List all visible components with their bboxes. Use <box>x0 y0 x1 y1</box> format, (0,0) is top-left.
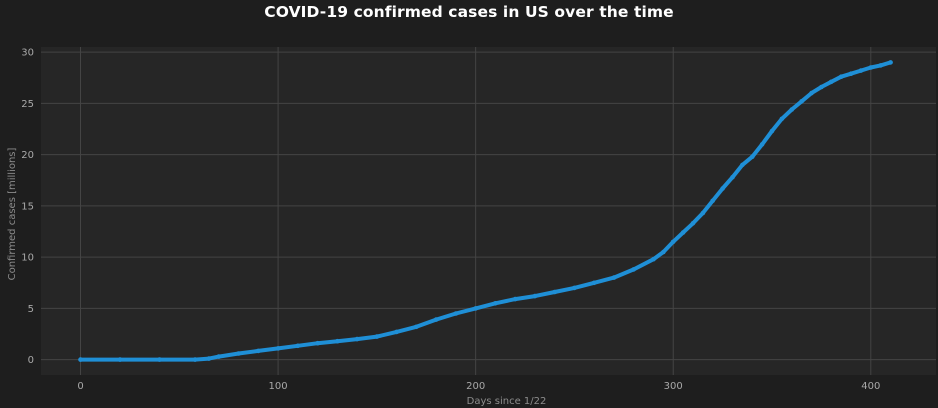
chart-title: COVID-19 confirmed cases in US over the … <box>264 3 674 21</box>
data-point <box>848 71 854 76</box>
grid-lines <box>41 47 936 375</box>
data-point <box>700 210 706 216</box>
data-point <box>473 306 479 311</box>
plot-area <box>41 47 936 375</box>
data-point <box>78 357 83 362</box>
y-tick-label: 30 <box>21 48 34 59</box>
data-point <box>809 90 814 96</box>
data-point <box>878 63 883 68</box>
data-point <box>769 128 775 134</box>
data-point <box>750 154 755 159</box>
data-point <box>819 84 824 90</box>
data-point <box>414 324 419 330</box>
x-tick-label: 0 <box>77 381 83 392</box>
y-tick-label: 10 <box>21 253 34 264</box>
data-point <box>394 329 399 335</box>
data-point <box>631 267 636 272</box>
data-point <box>216 354 222 359</box>
x-tick-label: 200 <box>466 381 485 392</box>
y-axis-label: Confirmed cases [millions] <box>7 148 18 281</box>
data-point <box>838 74 844 79</box>
data-point <box>192 357 198 362</box>
y-tick-label: 15 <box>21 201 34 212</box>
series-layer <box>78 60 893 362</box>
data-point <box>720 186 725 191</box>
data-point <box>572 285 577 291</box>
data-point <box>552 289 557 295</box>
data-point <box>591 280 597 286</box>
data-point <box>295 343 301 349</box>
data-point <box>710 198 715 204</box>
data-point <box>858 68 864 73</box>
data-point <box>680 230 686 235</box>
data-point <box>354 336 360 342</box>
data-point <box>335 338 340 344</box>
data-point <box>117 357 123 362</box>
y-tick-label: 0 <box>28 355 34 366</box>
y-tick-label: 5 <box>28 304 34 315</box>
data-point <box>740 162 745 168</box>
data-point <box>759 142 765 147</box>
data-point <box>799 99 804 104</box>
data-point <box>512 296 518 302</box>
data-point <box>789 107 795 112</box>
data-point <box>255 348 261 354</box>
data-point <box>453 311 459 316</box>
data-point <box>433 317 439 322</box>
data-point <box>236 351 241 356</box>
data-point <box>868 65 874 70</box>
data-point <box>611 275 617 280</box>
data-point <box>275 346 281 351</box>
data-point <box>670 239 676 245</box>
x-axis-label: Days since 1/22 <box>467 396 547 407</box>
data-point <box>493 301 498 306</box>
x-tick-label: 100 <box>269 381 288 392</box>
data-point <box>829 79 834 85</box>
x-tick-labels: 0 100 200 300 400 <box>77 381 880 392</box>
y-tick-label: 20 <box>21 150 34 161</box>
data-point <box>532 293 538 299</box>
series-line-0 <box>78 60 893 362</box>
data-point <box>374 334 380 339</box>
x-tick-label: 300 <box>664 381 683 392</box>
x-tick-label: 400 <box>861 381 880 392</box>
data-point <box>651 256 656 262</box>
data-point <box>661 249 666 255</box>
data-point <box>690 221 696 226</box>
y-tick-labels: 0 5 10 15 20 25 30 <box>21 48 34 367</box>
data-point <box>157 357 162 362</box>
data-point <box>888 60 893 65</box>
y-tick-label: 25 <box>21 99 34 110</box>
data-point <box>315 340 320 346</box>
data-point <box>206 356 212 361</box>
data-point <box>779 116 785 122</box>
data-point <box>730 174 735 180</box>
